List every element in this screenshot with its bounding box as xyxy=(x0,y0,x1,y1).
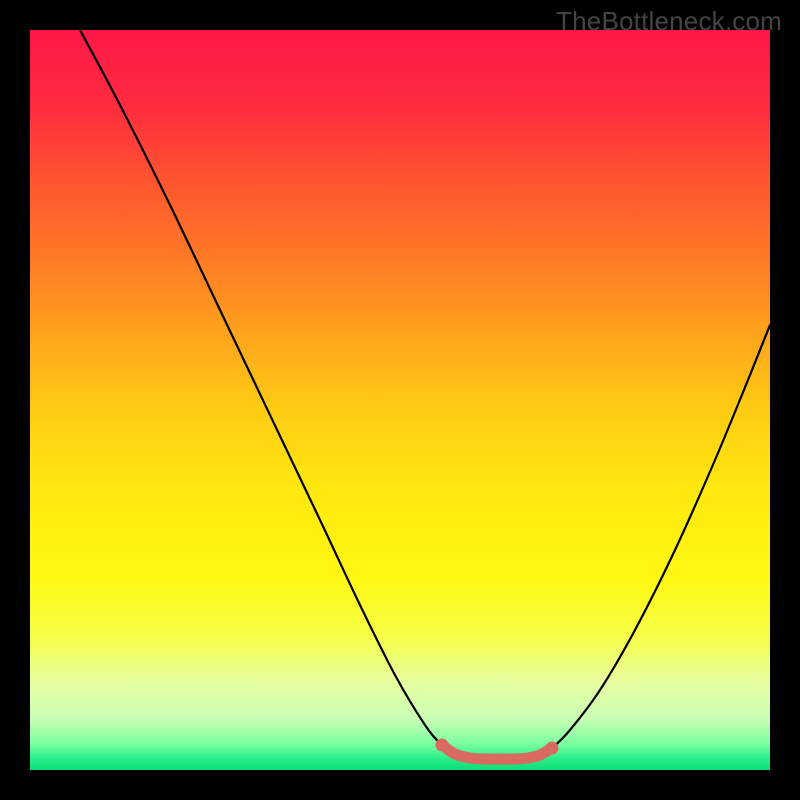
watermark-text: TheBottleneck.com xyxy=(556,6,782,37)
highlight-segment xyxy=(442,745,552,759)
curve-layer xyxy=(30,30,770,770)
highlight-endpoint-left xyxy=(436,739,449,752)
highlight-endpoint-right xyxy=(546,742,559,755)
plot-area xyxy=(30,30,770,770)
bottleneck-curve xyxy=(80,30,770,759)
